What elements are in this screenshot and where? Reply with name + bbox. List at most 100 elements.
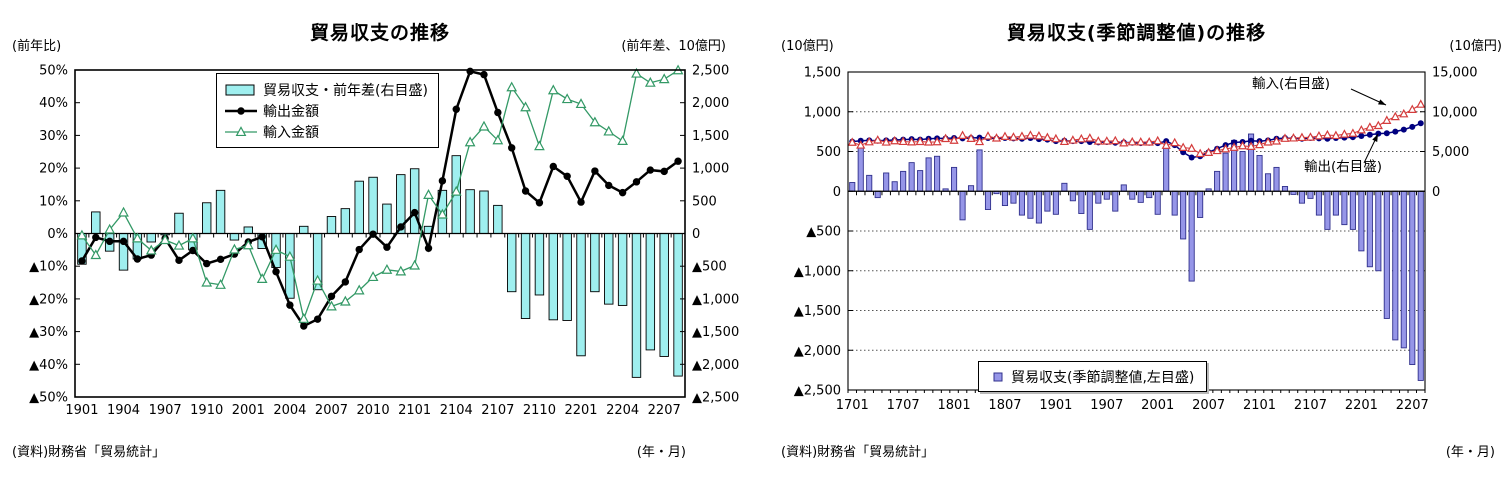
svg-text:1,500: 1,500 (692, 129, 729, 144)
legend-item: 貿易収支・前年差(右目盛) (225, 79, 428, 100)
right-chart-unit-right: (10億円) (1449, 39, 1502, 54)
svg-text:2007: 2007 (1192, 398, 1225, 413)
svg-text:0: 0 (1432, 185, 1440, 200)
legend-export-line-swatch (225, 106, 257, 115)
line-import (76, 64, 684, 323)
left-chart-source: (資料)財務省「貿易統計」 (12, 445, 166, 460)
svg-text:10,000: 10,000 (1432, 105, 1478, 120)
chart-trade-balance-yoy: 50% 40% 30% 20% 10% 0% ▲10% ▲20% ▲30% ▲40% ▲50% 2,5… (12, 22, 739, 460)
svg-text:50%: 50% (39, 64, 68, 79)
x-axis-labels: 1901 1904 1907 1910 2001 2004 2007 2010 2101 2104… (65, 403, 680, 418)
annotation-import: 輸入(右目盛) (1252, 76, 1331, 92)
left-chart-legend: 貿易収支・前年差(右目盛) 輸出金額輸入金額 (216, 73, 439, 148)
right-chart-unit-left: (10億円) (781, 39, 834, 54)
svg-text:20%: 20% (39, 162, 68, 177)
svg-text:0%: 0% (47, 227, 68, 242)
svg-text:2010: 2010 (357, 403, 390, 418)
legend-import-line-swatch (225, 125, 257, 136)
svg-text:▲2,500: ▲2,500 (794, 384, 841, 399)
svg-text:2207: 2207 (1396, 398, 1429, 413)
bars-balance-diff (77, 155, 683, 378)
svg-text:▲500: ▲500 (692, 260, 727, 275)
right-chart-legend: 貿易収支(季節調整値,左目盛) (978, 361, 1208, 392)
left-chart-title: 貿易収支の推移 (309, 22, 450, 44)
svg-text:1907: 1907 (149, 403, 182, 418)
legend-label: 輸入金額 (263, 124, 319, 141)
svg-text:2101: 2101 (398, 403, 431, 418)
svg-text:2104: 2104 (440, 403, 473, 418)
svg-text:▲30%: ▲30% (29, 325, 68, 340)
svg-text:1901: 1901 (65, 403, 98, 418)
svg-text:30%: 30% (39, 129, 68, 144)
svg-text:2,500: 2,500 (692, 64, 729, 79)
annotation-arrow (1363, 133, 1379, 164)
svg-text:1,000: 1,000 (692, 162, 729, 177)
svg-text:▲10%: ▲10% (29, 260, 68, 275)
chart-trade-balance-seasonally-adjusted: 1,500 1,000 500 0 ▲500 ▲1,000 ▲1,500 ▲2,000 ▲2,5… (755, 0, 1509, 479)
y-axis-labels: 50% 40% 30% 20% 10% 0% ▲10% ▲20% ▲30% ▲40% ▲50% 2,5… (29, 64, 739, 406)
annotation-arrow (1350, 88, 1387, 106)
legend-item: 輸入金額 (225, 121, 428, 142)
svg-text:1701: 1701 (836, 398, 869, 413)
svg-text:2107: 2107 (1294, 398, 1327, 413)
left-chart-unit-left: (前年比) (12, 39, 62, 54)
svg-text:2207: 2207 (648, 403, 681, 418)
svg-text:1901: 1901 (1039, 398, 1072, 413)
svg-text:▲2,500: ▲2,500 (692, 391, 739, 406)
legend-square-swatch (993, 372, 1003, 381)
svg-text:2007: 2007 (315, 403, 348, 418)
svg-text:2204: 2204 (606, 403, 639, 418)
svg-text:1904: 1904 (107, 403, 140, 418)
svg-text:1,500: 1,500 (804, 66, 841, 81)
legend-label: 貿易収支(季節調整値,左目盛) (1011, 369, 1195, 386)
svg-text:▲1,000: ▲1,000 (794, 264, 841, 279)
svg-text:1,000: 1,000 (804, 105, 841, 120)
bars-balance-sa (849, 133, 1424, 381)
svg-text:0: 0 (833, 185, 841, 200)
svg-text:▲1,500: ▲1,500 (692, 325, 739, 340)
svg-text:▲2,000: ▲2,000 (794, 344, 841, 359)
svg-text:▲1,500: ▲1,500 (794, 304, 841, 319)
svg-text:2,000: 2,000 (692, 96, 729, 111)
legend-item: 輸出金額 (225, 100, 428, 121)
line-export (78, 67, 682, 330)
svg-text:1801: 1801 (938, 398, 971, 413)
svg-text:10%: 10% (39, 194, 68, 209)
svg-text:2101: 2101 (1243, 398, 1276, 413)
legend-item: 貿易収支(季節調整値,左目盛) (991, 366, 1194, 387)
right-chart-canvas: 1,500 1,000 500 0 ▲500 ▲1,000 ▲1,500 ▲2,000 ▲2,5… (794, 66, 1478, 414)
svg-text:1907: 1907 (1090, 398, 1123, 413)
svg-text:500: 500 (816, 145, 841, 160)
svg-text:1707: 1707 (887, 398, 920, 413)
x-axis-labels: 1701 1707 1801 1807 1901 1907 2001 2007 2101 2107… (836, 398, 1429, 413)
gridlines (848, 111, 1425, 351)
legend-label: 輸出金額 (263, 103, 319, 120)
svg-text:▲50%: ▲50% (29, 391, 68, 406)
svg-text:2110: 2110 (523, 403, 556, 418)
right-chart-axis-note: (年・月) (1445, 445, 1495, 460)
svg-text:▲20%: ▲20% (29, 292, 68, 307)
svg-text:40%: 40% (39, 96, 68, 111)
svg-text:2004: 2004 (273, 403, 306, 418)
svg-text:15,000: 15,000 (1432, 66, 1478, 81)
left-chart-unit-right: (前年差、10億円) (621, 39, 726, 54)
left-chart-axis-note: (年・月) (636, 445, 686, 460)
right-chart-title: 貿易収支(季節調整値)の推移 (1006, 22, 1267, 44)
svg-text:▲2,000: ▲2,000 (692, 358, 739, 373)
y-axis-labels: 1,500 1,000 500 0 ▲500 ▲1,000 ▲1,500 ▲2,000 ▲2,5… (794, 66, 1478, 399)
svg-text:500: 500 (692, 194, 717, 209)
svg-text:▲40%: ▲40% (29, 358, 68, 373)
svg-text:2201: 2201 (1345, 398, 1378, 413)
legend-bar-swatch (225, 84, 255, 95)
svg-text:▲1,000: ▲1,000 (692, 292, 739, 307)
right-chart-source: (資料)財務省「貿易統計」 (781, 445, 935, 460)
svg-text:2001: 2001 (1141, 398, 1174, 413)
svg-text:2107: 2107 (481, 403, 514, 418)
annotation-export: 輸出(右目盛) (1304, 159, 1383, 175)
svg-text:2201: 2201 (564, 403, 597, 418)
svg-text:2001: 2001 (232, 403, 265, 418)
left-chart-canvas: 50% 40% 30% 20% 10% 0% ▲10% ▲20% ▲30% ▲40% ▲50% 2,5… (29, 64, 739, 419)
svg-text:1910: 1910 (190, 403, 223, 418)
svg-text:5,000: 5,000 (1432, 145, 1469, 160)
